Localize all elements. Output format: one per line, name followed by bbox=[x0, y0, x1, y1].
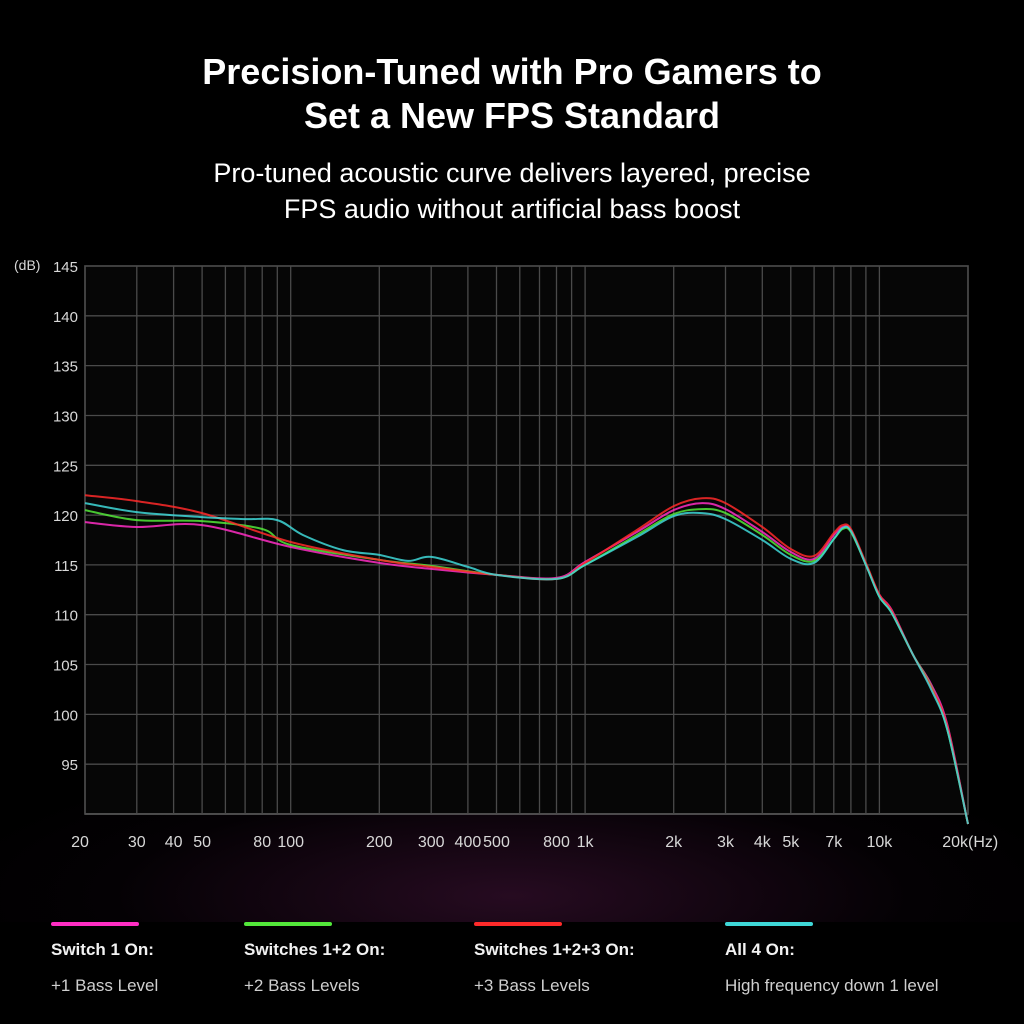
x-tick-label: 200 bbox=[366, 834, 393, 851]
y-tick-label: 105 bbox=[53, 658, 78, 675]
x-tick-label: 1k bbox=[577, 834, 595, 851]
x-tick-label: 3k bbox=[717, 834, 735, 851]
grid-lines bbox=[84, 265, 969, 814]
legend-item-switches-1-2-3: Switches 1+2+3 On: +3 Bass Levels bbox=[474, 922, 635, 996]
x-tick-label: 400 bbox=[455, 834, 482, 851]
title-line-1: Precision-Tuned with Pro Gamers to bbox=[202, 51, 822, 92]
legend-item-desc: +3 Bass Levels bbox=[474, 976, 590, 995]
y-tick-label: 135 bbox=[53, 359, 78, 376]
y-tick-label: 120 bbox=[53, 508, 78, 525]
x-axis-label: (Hz) bbox=[968, 834, 998, 851]
x-tick-label: 80 bbox=[253, 834, 271, 851]
y-tick-label: 115 bbox=[54, 558, 78, 575]
x-tick-label: 30 bbox=[128, 834, 146, 851]
legend-item-switch-1: Switch 1 On: +1 Bass Level bbox=[51, 922, 158, 996]
x-tick-label: 7k bbox=[825, 834, 843, 851]
subtitle-line-1: Pro-tuned acoustic curve delivers layere… bbox=[213, 158, 811, 188]
x-tick-label: 5k bbox=[782, 834, 800, 851]
legend-item-desc: +1 Bass Level bbox=[51, 976, 159, 995]
legend-swatch-cyan bbox=[725, 922, 813, 926]
page-title: Precision-Tuned with Pro Gamers to Set a… bbox=[0, 50, 1024, 138]
legend-item-desc: +2 Bass Levels bbox=[244, 976, 360, 995]
legend-item-desc: High frequency down 1 level bbox=[725, 976, 939, 995]
plot-area bbox=[84, 265, 969, 815]
frequency-response-chart: 145 140 135 130 125 120 115 110 105 100 95 20 30 40 5… bbox=[14, 257, 998, 851]
legend-swatch-pink bbox=[51, 922, 139, 926]
series-line-all-4-on bbox=[84, 502, 969, 825]
title-line-2: Set a New FPS Standard bbox=[303, 95, 721, 136]
x-tick-label: 20 bbox=[71, 834, 89, 851]
x-tick-label: 500 bbox=[483, 834, 510, 851]
y-axis-label: (dB) bbox=[14, 257, 40, 273]
legend-item-name: All 4 On: bbox=[725, 940, 795, 959]
legend-item-all-4: All 4 On: High frequency down 1 level bbox=[725, 922, 939, 996]
legend: Switch 1 On: +1 Bass Level Switches 1+2 … bbox=[0, 922, 1024, 1024]
x-axis-ticks: 20 30 40 50 80 100 200 300 400 500 800 1k 2k 3k 4k 5k 7k… bbox=[71, 834, 969, 851]
x-tick-label: 100 bbox=[277, 834, 304, 851]
page-subtitle: Pro-tuned acoustic curve delivers layere… bbox=[0, 155, 1024, 227]
y-tick-label: 145 bbox=[53, 259, 78, 276]
x-tick-label: 2k bbox=[665, 834, 683, 851]
y-axis-ticks: 145 140 135 130 125 120 115 110 105 100 95 bbox=[53, 259, 78, 774]
x-tick-label: 10k bbox=[867, 834, 894, 851]
x-tick-label: 20k bbox=[942, 834, 969, 851]
y-tick-label: 125 bbox=[53, 458, 78, 475]
x-tick-label: 50 bbox=[193, 834, 211, 851]
legend-swatch-red bbox=[474, 922, 562, 926]
subtitle-line-2: FPS audio without artificial bass boost bbox=[283, 194, 741, 224]
x-tick-label: 800 bbox=[543, 834, 570, 851]
x-tick-label: 40 bbox=[165, 834, 183, 851]
x-tick-label: 4k bbox=[754, 834, 772, 851]
x-tick-label: 300 bbox=[418, 834, 445, 851]
y-tick-label: 110 bbox=[54, 608, 78, 625]
y-tick-label: 140 bbox=[53, 309, 78, 326]
series-line-switches-1-2-3-on bbox=[84, 494, 969, 825]
legend-item-name: Switch 1 On: bbox=[51, 940, 154, 959]
legend-item-name: Switches 1+2+3 On: bbox=[474, 940, 635, 959]
legend-item-switches-1-2: Switches 1+2 On: +2 Bass Levels bbox=[244, 922, 385, 996]
legend-item-name: Switches 1+2 On: bbox=[244, 940, 386, 959]
y-tick-label: 130 bbox=[53, 409, 78, 426]
y-tick-label: 100 bbox=[53, 707, 78, 724]
y-tick-label: 95 bbox=[61, 757, 78, 774]
series-lines bbox=[84, 494, 969, 825]
legend-swatch-green bbox=[244, 922, 332, 926]
